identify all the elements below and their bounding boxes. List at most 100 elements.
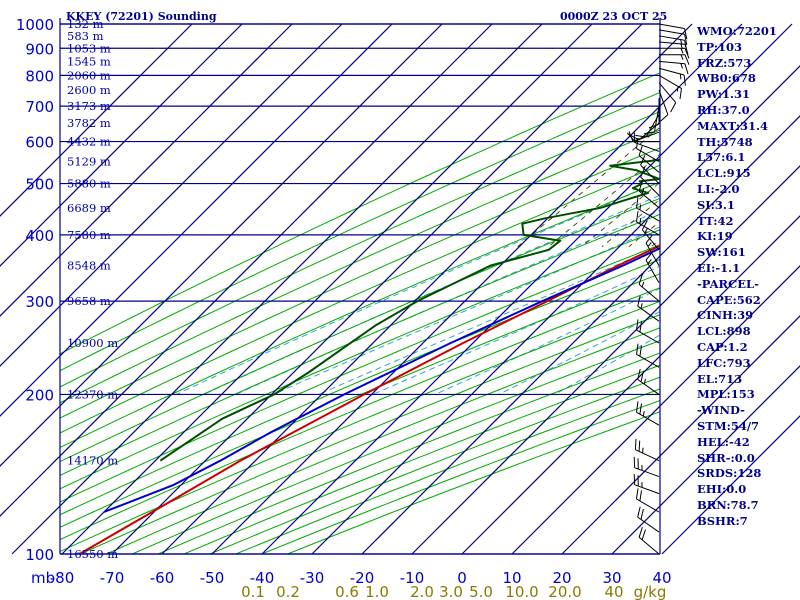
- index-item: EI:-1.1: [697, 260, 741, 275]
- temperature-tick-label: 0: [457, 569, 467, 587]
- index-item: LFC:793: [697, 355, 751, 370]
- wind-barb-staff: [638, 190, 660, 209]
- dry-adiabat-line: [60, 258, 660, 516]
- observation-time: 0000Z 23 OCT 25: [560, 10, 668, 23]
- index-item: SI:3.1: [697, 197, 735, 212]
- wind-barb: [640, 166, 660, 196]
- wind-barb: [658, 82, 677, 113]
- height-label: 5129 m: [67, 155, 111, 169]
- wind-barb-flag: [639, 321, 642, 333]
- wind-barb-half-flag: [643, 378, 646, 385]
- wind-barb: [658, 60, 689, 75]
- isotherm-line: [0, 23, 293, 317]
- wind-barb-flag: [636, 319, 639, 331]
- height-label: 14170 m: [67, 454, 118, 468]
- index-item: TH:5748: [697, 134, 753, 149]
- wind-barb-flag: [683, 74, 686, 86]
- index-item: HEL:-42: [697, 434, 750, 449]
- height-label: 4432 m: [67, 135, 111, 149]
- wind-barb-staff: [636, 411, 660, 426]
- wind-barb-flag: [637, 506, 641, 518]
- index-item: L57:6.1: [697, 150, 746, 165]
- wind-barb-staff: [638, 284, 660, 302]
- wind-barb: [636, 197, 660, 222]
- wind-barb: [636, 319, 660, 344]
- wind-barb-staff: [658, 74, 682, 89]
- wind-barb-staff: [636, 329, 660, 344]
- mixing-ratio-label: 20.0: [548, 583, 581, 600]
- mixing-ratio-label: 0.6: [335, 583, 359, 600]
- height-label: 8548 m: [67, 259, 111, 273]
- temperature-tick-label: -80: [50, 569, 75, 587]
- index-item: SW:161: [697, 245, 746, 260]
- pressure-tick-label: 500: [25, 176, 54, 194]
- wind-barb: [637, 506, 660, 533]
- wind-barb-staff: [645, 114, 660, 138]
- isotherm-line: [211, 23, 743, 555]
- wind-barb-flag: [684, 48, 690, 59]
- dry-adiabat-line: [60, 244, 660, 503]
- wind-barb-staff: [658, 41, 685, 45]
- isotherm-line: [611, 365, 800, 555]
- moist-adiabat-line: [235, 209, 660, 395]
- wind-barb-flag: [679, 88, 682, 100]
- dry-adiabat-line: [60, 300, 660, 553]
- index-item: LCL:915: [697, 166, 751, 181]
- wind-barb-staff: [658, 90, 669, 115]
- wind-barb: [636, 343, 660, 368]
- pressure-tick-label: 300: [25, 293, 54, 311]
- isotherm-line: [11, 23, 543, 555]
- wind-barb-flag: [638, 440, 641, 452]
- index-item: KI:19: [697, 229, 733, 244]
- temperature-tick-label: -20: [350, 569, 375, 587]
- mixing-ratio-label: 0.2: [276, 583, 300, 600]
- parcel-line: [103, 247, 660, 513]
- index-item: EL:713: [697, 371, 743, 386]
- height-label: 5880 m: [67, 177, 111, 191]
- index-item: SHR-:0.0: [697, 450, 755, 465]
- pressure-tick-label: 800: [25, 67, 54, 85]
- index-item: -WIND-: [697, 403, 745, 418]
- wind-barb-staff: [645, 242, 660, 266]
- wind-barb-half-flag: [639, 204, 642, 211]
- index-item: -PARCEL-: [697, 276, 759, 291]
- wind-barb-flag: [640, 166, 646, 178]
- mixing-ratio-label: 2.0: [410, 583, 434, 600]
- height-label: 9658 m: [67, 294, 111, 308]
- wind-barb-flag: [643, 131, 655, 135]
- wind-barb: [633, 456, 660, 478]
- moist-adiabat-line: [273, 226, 660, 395]
- wind-barb-flag: [641, 529, 646, 541]
- index-item: STM:54/7: [697, 418, 760, 433]
- pressure-tick-label: 100: [25, 546, 54, 564]
- wind-barb: [658, 74, 682, 100]
- wind-barb-flag: [636, 197, 639, 209]
- dry-adiabat-line: [60, 229, 660, 490]
- pressure-tick-label: 400: [25, 227, 54, 245]
- temperature-tick-label: -70: [100, 569, 125, 587]
- dry-adiabat-line: [60, 213, 660, 477]
- wind-barb-flag: [638, 274, 643, 285]
- temperature-tick-label: 30: [602, 569, 621, 587]
- wind-barb: [658, 23, 688, 40]
- wind-barb: [658, 29, 688, 46]
- wind-barb-flag: [636, 401, 639, 413]
- wind-barb: [638, 180, 660, 209]
- temperature-tick-label: -50: [200, 569, 225, 587]
- wind-barb-staff: [637, 305, 660, 322]
- isotherm-line: [461, 215, 800, 555]
- wind-barb-flag: [645, 251, 654, 261]
- index-item: PW:1.31: [697, 87, 751, 102]
- wind-barb-half-flag: [644, 227, 648, 234]
- mixing-ratio-label: g/kg: [634, 583, 667, 600]
- temperature-line: [78, 244, 660, 554]
- mixing-ratio-label: 3.0: [439, 583, 463, 600]
- wind-barb-half-flag: [639, 218, 642, 224]
- index-item: CAPE:562: [697, 292, 761, 307]
- height-label: 12370 m: [67, 388, 118, 402]
- dry-adiabat-line: [60, 273, 660, 528]
- height-label: 2600 m: [67, 83, 111, 97]
- index-item: LCL:898: [697, 324, 751, 339]
- height-label: 3173 m: [67, 99, 111, 113]
